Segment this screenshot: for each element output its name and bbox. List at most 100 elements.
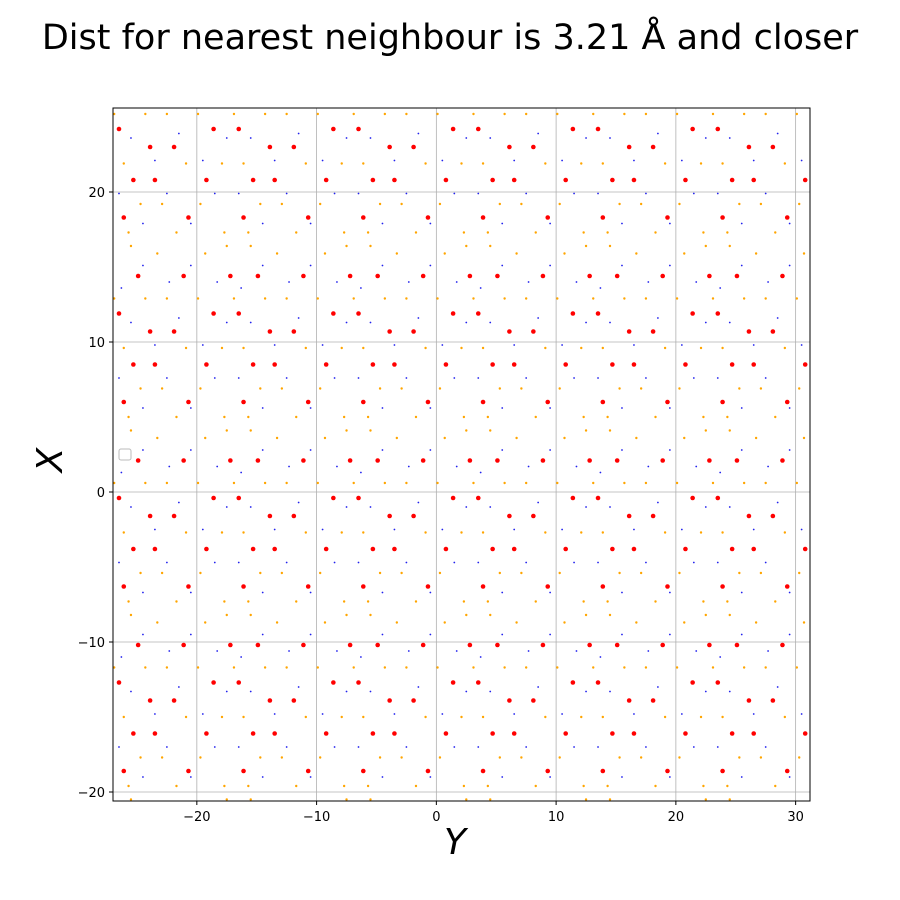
data-point xyxy=(525,377,528,379)
x-tick-label: 0 xyxy=(432,810,440,825)
data-point xyxy=(810,127,815,132)
data-point xyxy=(135,273,141,279)
data-point xyxy=(305,584,311,589)
data-point xyxy=(387,513,392,519)
data-point xyxy=(545,399,551,405)
data-point xyxy=(460,346,463,350)
data-point xyxy=(450,126,456,132)
data-point xyxy=(798,202,801,206)
data-point xyxy=(639,756,643,759)
data-point xyxy=(683,252,686,255)
data-point xyxy=(570,680,576,685)
data-point xyxy=(716,377,719,379)
data-point xyxy=(544,162,547,165)
data-point xyxy=(236,495,242,501)
data-point xyxy=(323,436,327,440)
data-point xyxy=(644,481,648,485)
data-point xyxy=(549,776,552,778)
data-point xyxy=(699,715,703,719)
data-point xyxy=(405,297,408,300)
data-point xyxy=(152,362,158,367)
data-point xyxy=(795,666,799,669)
data-point xyxy=(443,546,449,552)
data-point xyxy=(160,756,164,759)
data-point xyxy=(645,746,647,748)
data-point xyxy=(726,231,729,234)
data-point xyxy=(489,613,492,617)
data-point xyxy=(259,571,262,575)
data-point xyxy=(525,746,528,748)
data-point xyxy=(721,531,724,534)
data-point xyxy=(587,642,592,648)
data-point xyxy=(336,281,338,283)
data-point xyxy=(142,264,144,267)
data-point xyxy=(288,650,290,652)
data-point xyxy=(340,715,343,719)
data-point xyxy=(165,561,168,564)
data-point xyxy=(595,311,601,316)
data-point xyxy=(395,621,399,624)
data-point xyxy=(742,112,746,116)
data-point xyxy=(211,495,216,501)
data-point xyxy=(704,321,707,324)
data-point xyxy=(563,621,566,624)
data-point xyxy=(802,436,806,440)
data-point xyxy=(450,495,456,501)
data-point xyxy=(263,481,267,485)
ticks-layer: −20 −10 0 10 20 30 −20 −10 0 10 20 xyxy=(78,186,804,825)
data-point xyxy=(393,159,396,162)
data-point xyxy=(752,713,755,715)
data-point xyxy=(657,317,659,319)
data-point xyxy=(301,273,306,279)
data-point xyxy=(534,231,537,234)
data-point xyxy=(490,731,495,736)
data-point xyxy=(774,415,777,419)
data-point xyxy=(121,584,127,589)
data-point xyxy=(261,449,264,451)
data-point xyxy=(272,362,277,367)
data-point xyxy=(142,591,144,594)
data-point xyxy=(204,436,207,440)
data-point xyxy=(600,103,602,105)
data-point xyxy=(316,112,319,116)
data-point xyxy=(587,273,592,279)
data-point xyxy=(342,784,346,788)
data-point xyxy=(381,407,384,409)
data-point xyxy=(175,231,178,234)
data-point xyxy=(295,231,298,234)
data-point xyxy=(127,415,130,419)
data-point xyxy=(405,377,408,379)
data-point xyxy=(683,731,688,736)
data-point xyxy=(462,231,466,234)
data-point xyxy=(131,177,136,183)
data-point xyxy=(249,429,252,432)
data-point xyxy=(144,666,147,669)
data-point xyxy=(387,329,392,334)
data-point xyxy=(360,584,366,589)
data-point xyxy=(417,132,420,135)
data-point xyxy=(626,329,632,334)
data-point xyxy=(285,112,288,116)
data-point xyxy=(450,311,456,316)
data-point xyxy=(129,798,133,801)
data-point xyxy=(503,112,506,116)
data-point xyxy=(323,362,329,367)
data-point xyxy=(654,600,657,603)
data-point xyxy=(498,571,502,575)
data-point xyxy=(387,144,392,150)
data-point xyxy=(635,436,638,440)
data-point xyxy=(369,506,372,508)
data-point xyxy=(189,407,192,409)
data-point xyxy=(654,784,657,788)
data-point xyxy=(561,159,563,162)
data-point xyxy=(347,642,353,648)
data-point xyxy=(106,614,108,616)
data-point xyxy=(621,407,623,409)
data-point xyxy=(570,126,576,132)
data-point xyxy=(515,806,517,808)
data-point xyxy=(511,546,517,552)
data-point xyxy=(803,806,805,808)
data-point xyxy=(734,458,740,463)
data-point xyxy=(633,159,635,162)
data-point xyxy=(181,273,186,279)
